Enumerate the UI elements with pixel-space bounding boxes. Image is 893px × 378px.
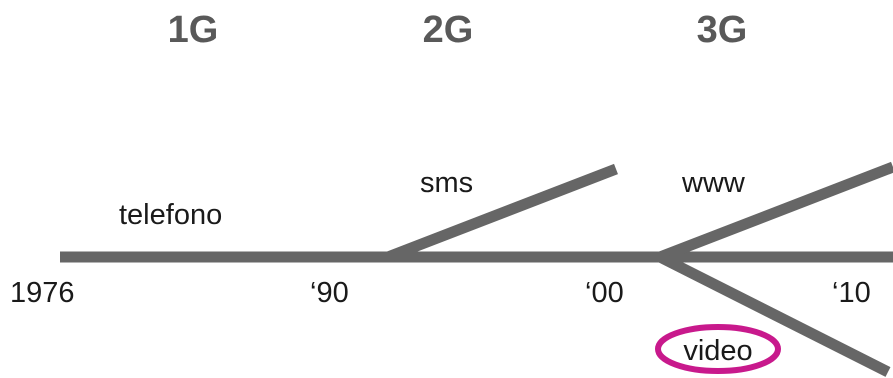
year-label-90: ‘90 [310,277,349,309]
feature-label-video: video [683,335,752,367]
feature-label-telefono: telefono [119,199,222,231]
generation-label-2g: 2G [423,9,474,51]
feature-label-sms: sms [420,167,473,199]
generation-label-1g: 1G [168,9,219,51]
year-label-1976: 1976 [10,277,75,309]
feature-label-www: www [681,167,746,199]
generation-label-3g: 3G [697,9,748,51]
year-label-10: ‘10 [832,277,871,309]
year-label-00: ‘00 [585,277,624,309]
